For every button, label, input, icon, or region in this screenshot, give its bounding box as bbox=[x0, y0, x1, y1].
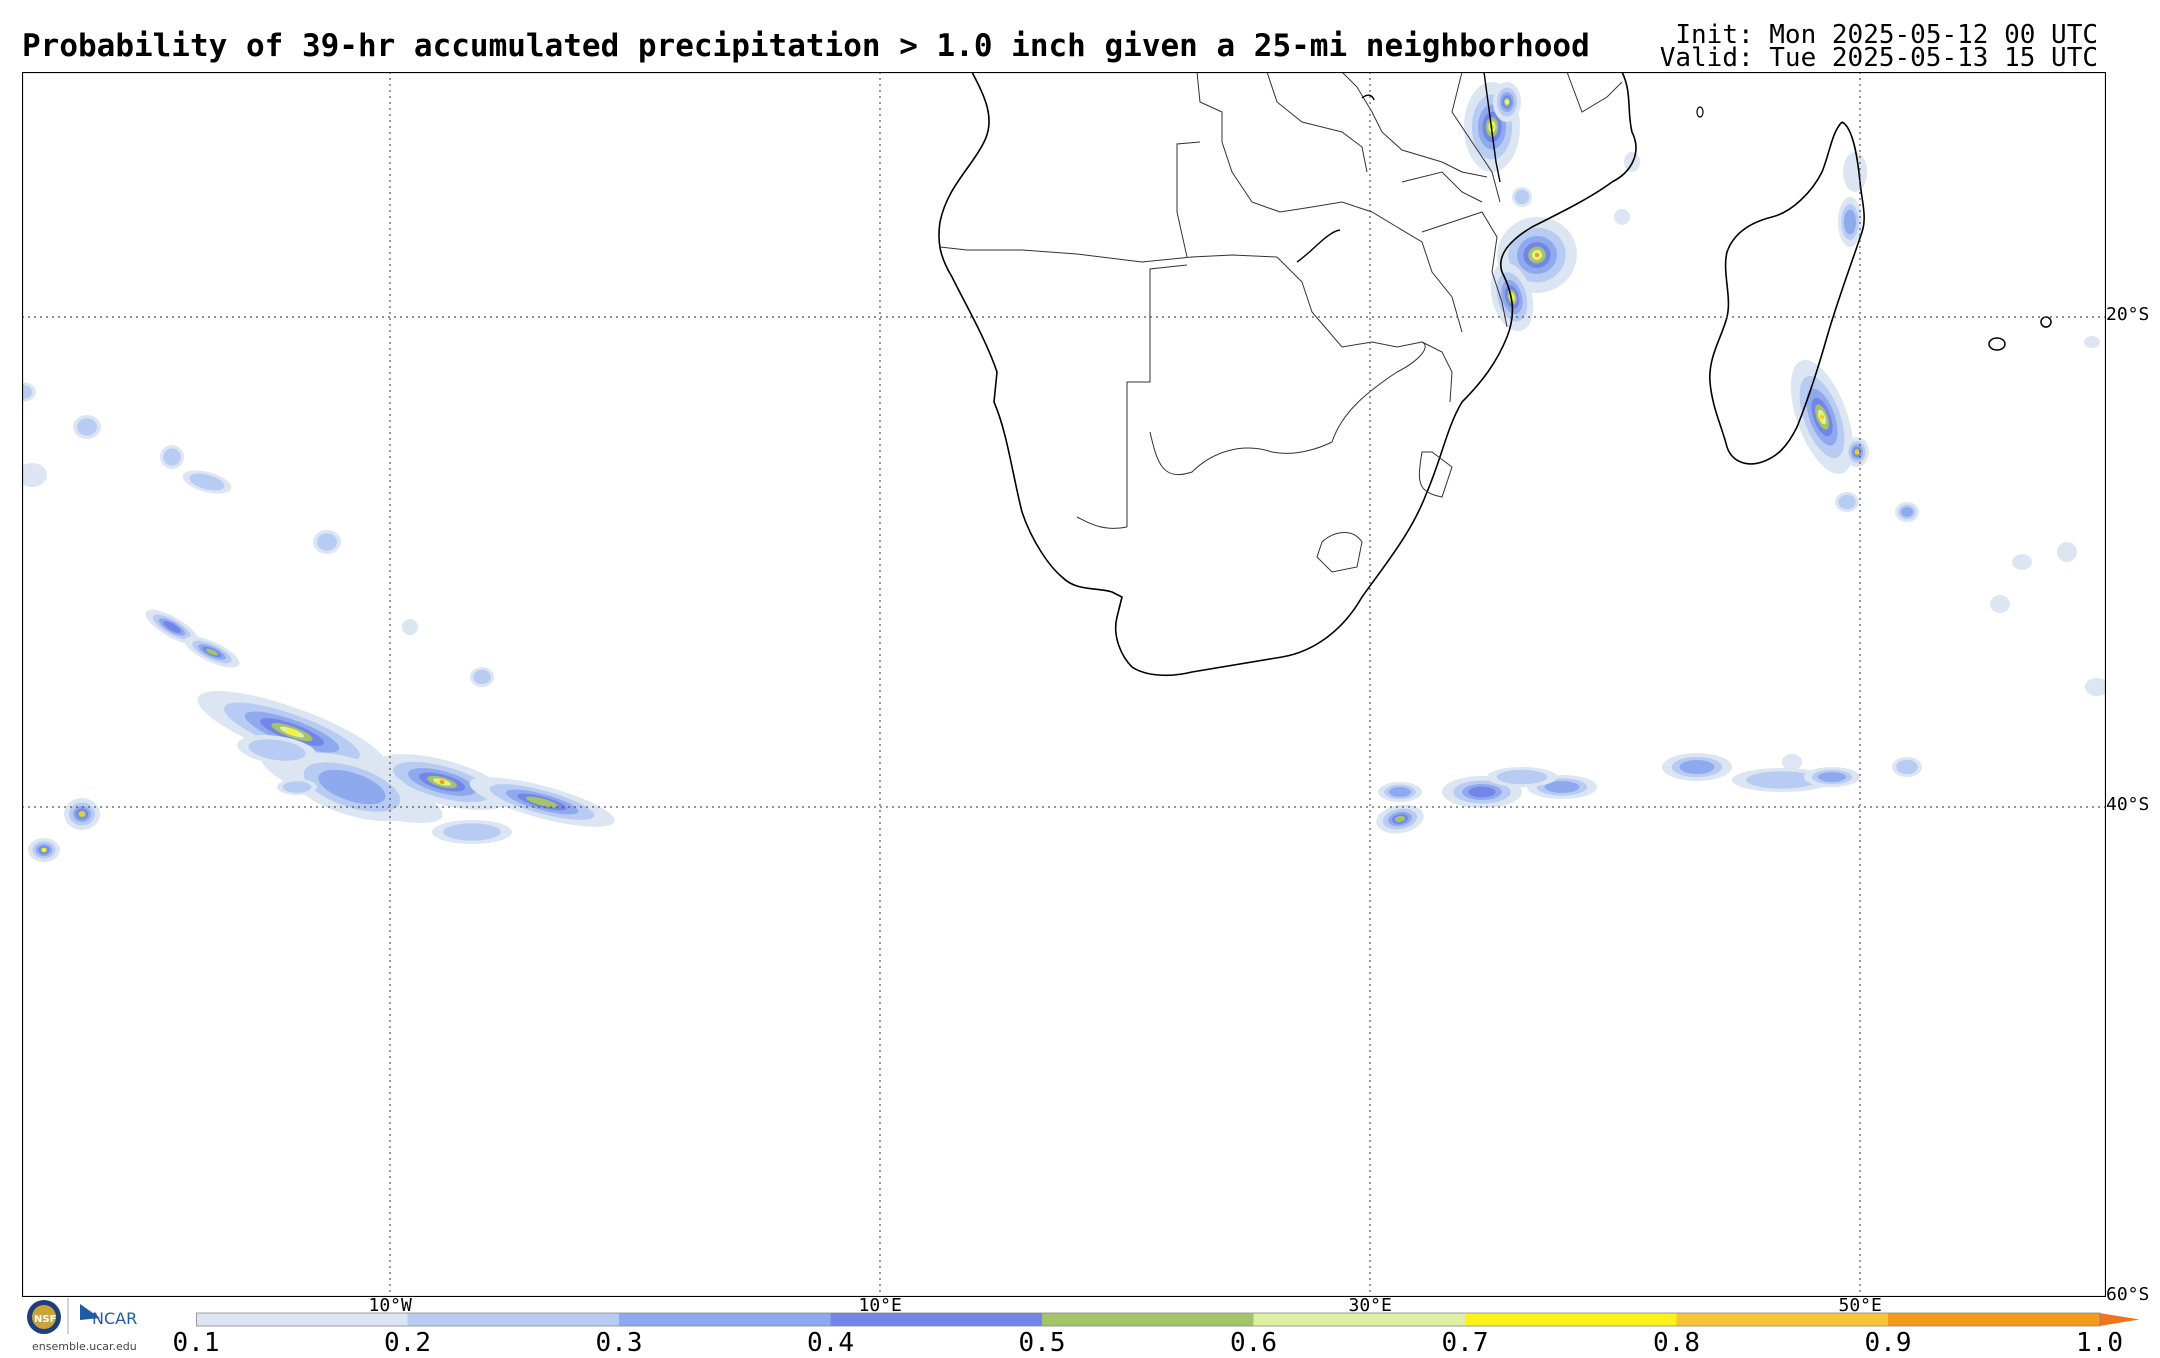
nsf-logo-text: NSF bbox=[34, 1314, 56, 1325]
precip-contour bbox=[1818, 772, 1846, 782]
colorbar-label: 0.2 bbox=[384, 1328, 431, 1358]
colorbar-label: 0.3 bbox=[595, 1328, 643, 1358]
ncar-logo-icon bbox=[80, 1304, 100, 1320]
precip-contour bbox=[526, 796, 558, 808]
lat-label-40s: 40°S bbox=[2106, 794, 2150, 815]
lon-label-10w: 10°W bbox=[368, 1295, 412, 1316]
logo-url: ensemble.ucar.edu bbox=[32, 1340, 137, 1353]
precip-contour bbox=[42, 848, 46, 852]
precip-contour bbox=[1535, 253, 1539, 257]
madagascar-coastline bbox=[1709, 121, 1865, 465]
map-title: Probability of 39-hr accumulated precipi… bbox=[22, 28, 1590, 64]
lake-malawi bbox=[1483, 72, 1501, 183]
colorbar-label: 0.6 bbox=[1230, 1328, 1277, 1358]
precip-contour bbox=[1819, 414, 1825, 420]
precip-contour bbox=[1389, 787, 1411, 797]
precip-contour bbox=[22, 384, 33, 400]
precip-contour bbox=[1468, 786, 1496, 798]
africa-coastline bbox=[938, 72, 1637, 677]
colorbar-label: 0.9 bbox=[1864, 1328, 1912, 1358]
lon-label-10e: 10°E bbox=[858, 1295, 902, 1316]
precip-contour bbox=[1746, 771, 1818, 789]
colorbar-segment bbox=[830, 1313, 1042, 1326]
precip-contour bbox=[1901, 507, 1913, 517]
lake-kariba bbox=[1296, 229, 1341, 263]
precip-contour bbox=[1544, 781, 1580, 793]
colorbar-segment bbox=[1253, 1313, 1465, 1326]
lat-label-20s: 20°S bbox=[2106, 304, 2150, 325]
colorbar-segment bbox=[619, 1313, 831, 1326]
colorbar-segment bbox=[196, 1313, 408, 1326]
precip-contour bbox=[443, 823, 501, 841]
precip-contour bbox=[1679, 760, 1715, 774]
precip-contour bbox=[22, 463, 47, 487]
lon-label-30e: 30°E bbox=[1348, 1295, 1392, 1316]
lon-label-50e: 50°E bbox=[1838, 1295, 1882, 1316]
precip-contour bbox=[1496, 769, 1548, 785]
colorbar-segment bbox=[1042, 1313, 1254, 1326]
gridlines bbox=[22, 72, 2106, 1297]
precip-contour bbox=[2085, 678, 2106, 696]
precip-contour bbox=[282, 781, 312, 793]
precip-contour bbox=[318, 769, 386, 805]
country-borders bbox=[939, 72, 1623, 573]
precip-contour bbox=[1614, 209, 1630, 225]
precip-contour bbox=[76, 418, 98, 436]
comoros-island bbox=[1696, 106, 1704, 118]
precip-contour bbox=[1505, 99, 1509, 105]
precip-contour bbox=[163, 448, 181, 466]
precip-contour bbox=[1990, 595, 2010, 613]
colorbar-segment bbox=[1465, 1313, 1677, 1326]
precip-contour bbox=[316, 533, 338, 551]
precip-contour bbox=[1782, 754, 1802, 770]
precip-contour bbox=[1838, 494, 1856, 510]
precip-contour bbox=[80, 812, 84, 816]
precip-contour bbox=[2084, 336, 2100, 348]
colorbar-extend-arrow bbox=[2099, 1313, 2140, 1326]
colorbar-label: 0.7 bbox=[1441, 1328, 1489, 1358]
colorbar-segment bbox=[1888, 1313, 2100, 1326]
precip-contour bbox=[402, 619, 418, 635]
lat-label-60s: 60°S bbox=[2106, 1284, 2150, 1305]
precip-contour bbox=[163, 621, 181, 633]
precip-contour bbox=[189, 473, 225, 491]
precip-contour bbox=[473, 669, 491, 685]
colorbar-label: 0.8 bbox=[1653, 1328, 1700, 1358]
precip-contour bbox=[205, 648, 219, 656]
valid-time: Valid: Tue 2025-05-13 15 UTC bbox=[1659, 43, 2098, 73]
colorbar-label: 0.5 bbox=[1018, 1328, 1066, 1358]
colorbar bbox=[196, 1312, 2140, 1327]
precip-contour bbox=[1394, 815, 1406, 823]
precip-contour bbox=[1843, 152, 1867, 192]
precip-contour bbox=[248, 739, 306, 761]
reunion-island bbox=[1988, 337, 2006, 351]
precip-probability-map bbox=[22, 72, 2106, 1297]
precip-contour bbox=[1896, 759, 1918, 775]
colorbar-label: 0.4 bbox=[807, 1328, 854, 1358]
precip-contour bbox=[439, 779, 445, 785]
precip-contour bbox=[1855, 450, 1859, 454]
colorbar-segment bbox=[407, 1313, 619, 1326]
precip-contour bbox=[2057, 542, 2077, 562]
precip-contour bbox=[1514, 189, 1530, 205]
colorbar-label: 0.1 bbox=[172, 1328, 220, 1358]
precip-contour bbox=[2012, 554, 2032, 570]
colorbar-label: 1.0 bbox=[2076, 1328, 2123, 1358]
init-time: Init: Mon 2025-05-12 00 UTC bbox=[1675, 20, 2098, 50]
precip-contour bbox=[1844, 209, 1856, 235]
precip-contour bbox=[285, 728, 299, 736]
ncar-logo-text: NCAR bbox=[92, 1309, 137, 1328]
nsf-ncar-logo: NSF NCAR bbox=[27, 1298, 137, 1334]
colorbar-segment bbox=[1676, 1313, 1888, 1326]
